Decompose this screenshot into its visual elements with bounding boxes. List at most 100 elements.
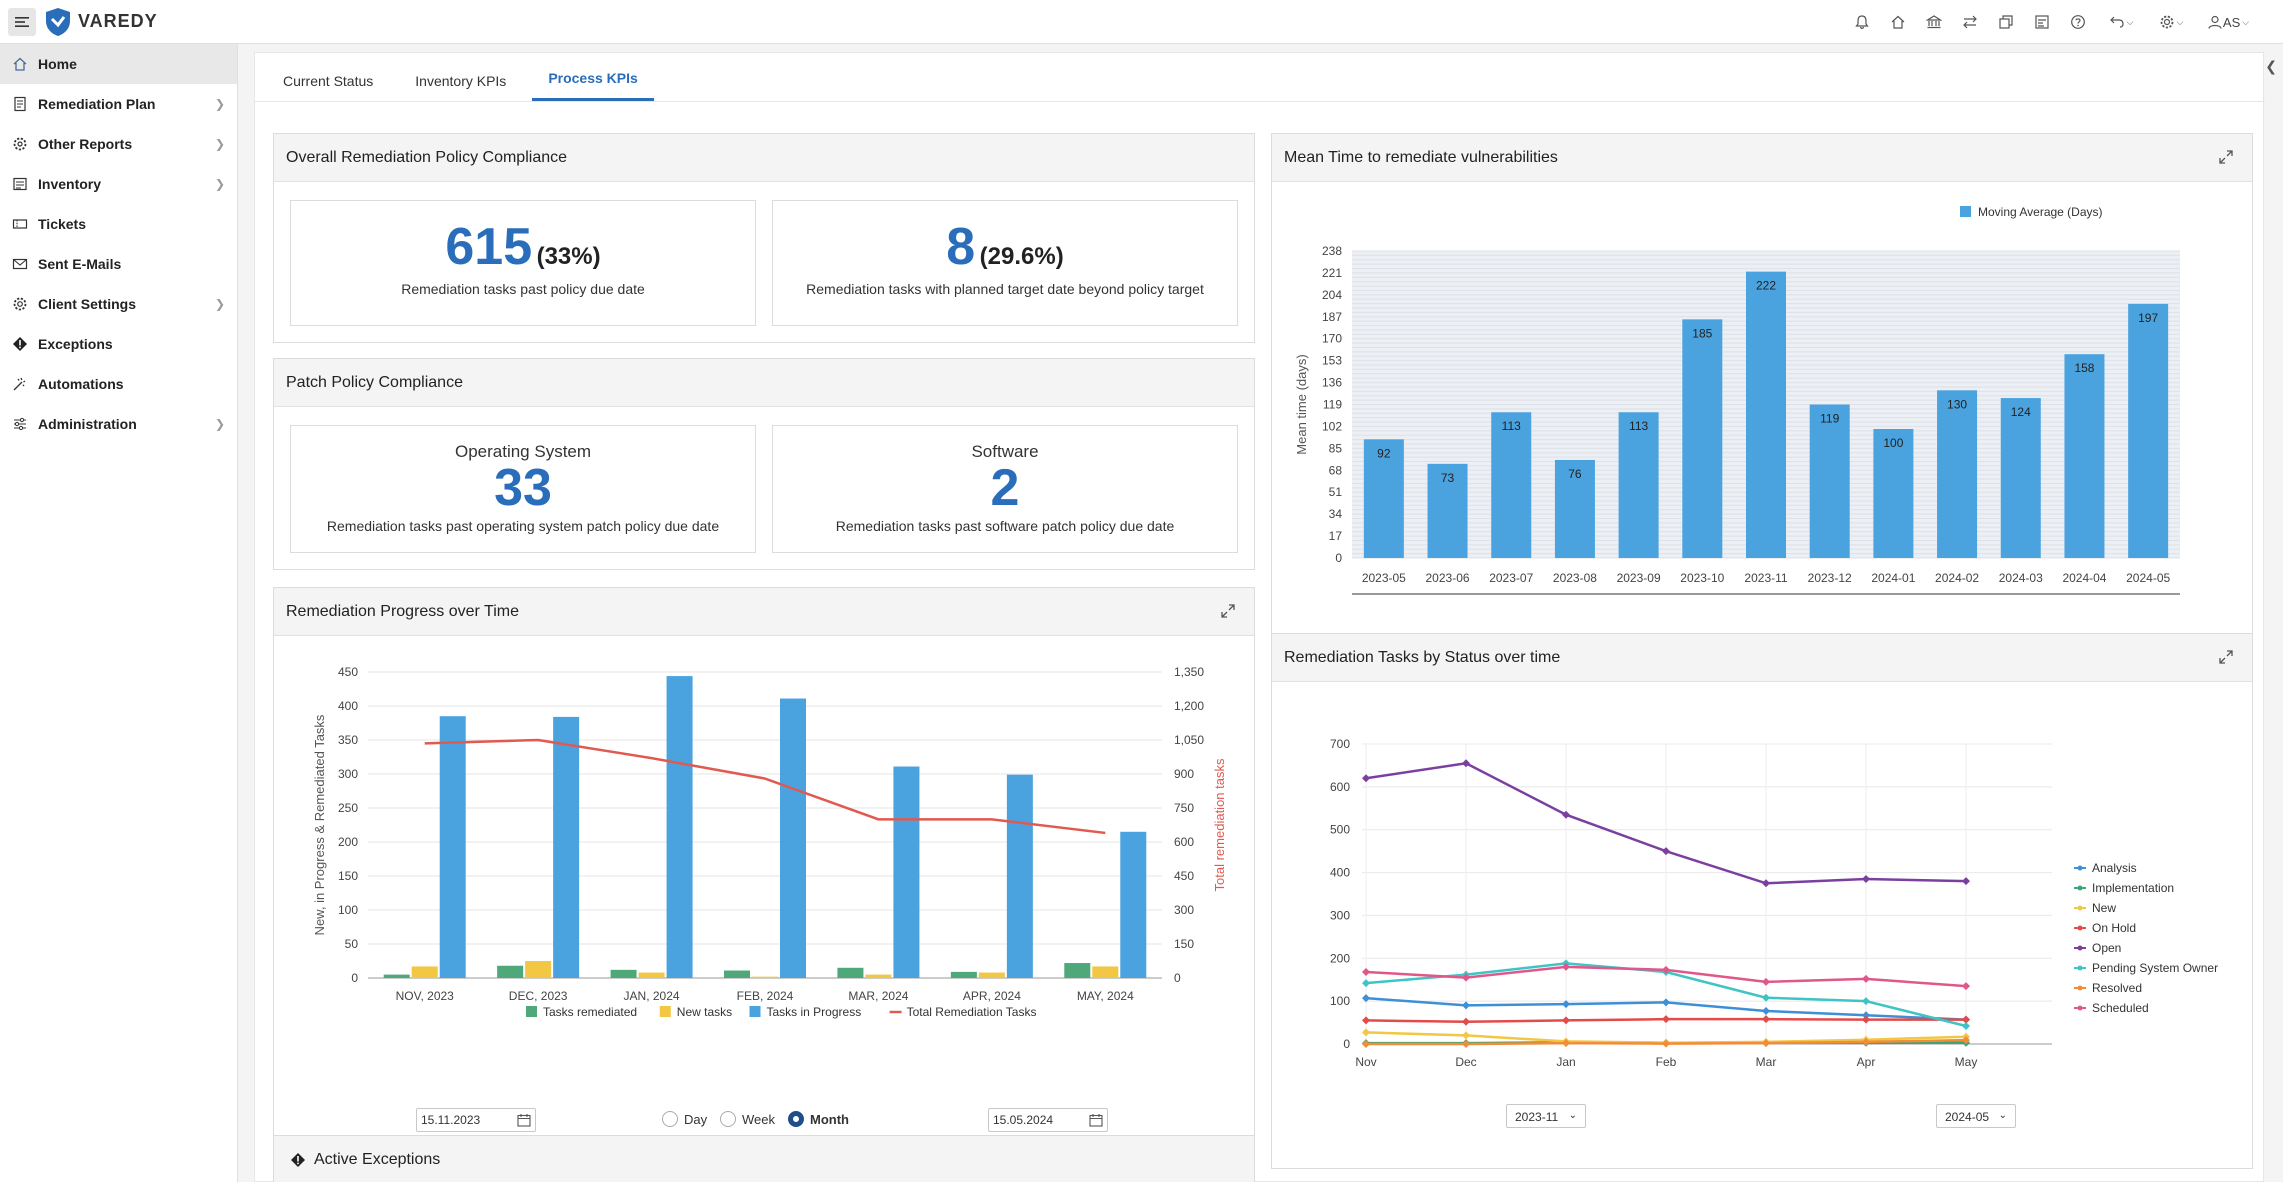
bar-new-tasks: [638, 972, 665, 978]
sidebar: Home Remediation Plan ❯ Other Reports ❯ Inven…: [0, 44, 238, 1182]
home-top-icon[interactable]: [1887, 11, 1909, 33]
legend-swatch-dot: [2077, 1005, 2083, 1011]
calendar-icon[interactable]: [1089, 1113, 1103, 1127]
radio-dot: [788, 1111, 804, 1127]
x-tick-label: 2023-11: [1744, 571, 1787, 585]
y-tick-label: 153: [1322, 354, 1342, 368]
radio-week[interactable]: Week: [720, 1111, 775, 1127]
menu-toggle-button[interactable]: [8, 7, 36, 36]
point-analysis: [1662, 998, 1670, 1007]
bar-moving-average: [1491, 412, 1532, 558]
point-pending-system-owner: [1862, 997, 1870, 1006]
bar-data-label: 119: [1820, 412, 1839, 426]
remediation-progress-panel: Remediation Progress over Time 0 0 50 150 10…: [273, 587, 1255, 1167]
help-icon[interactable]: [2067, 11, 2089, 33]
expand-icon[interactable]: [2218, 649, 2234, 665]
active-exceptions-panel: Active Exceptions: [273, 1135, 1255, 1182]
sidebar-item-inventory[interactable]: Inventory ❯: [0, 164, 237, 204]
y2-tick-label: 150: [1174, 937, 1194, 951]
report-icon[interactable]: [2031, 11, 2053, 33]
sliders-icon: [12, 416, 28, 432]
y-tick-label: 0: [351, 971, 358, 985]
brand-name: VAREDY: [78, 11, 158, 31]
radio-dot: [720, 1111, 736, 1127]
tab-inventory-kpis[interactable]: Inventory KPIs: [415, 73, 507, 89]
chevron-down-icon: ⌄: [1998, 1110, 2007, 1121]
sidebar-item-label: Sent E-Mails: [38, 256, 122, 272]
sidebar-item-label: Inventory: [38, 176, 102, 192]
x-tick-label: 2023-07: [1489, 571, 1533, 585]
legend-swatch-dot: [2077, 905, 2083, 911]
undo-menu[interactable]: ⌵: [2103, 11, 2139, 33]
bar-tasks-in-progress: [780, 698, 806, 978]
chevron-right-icon: ❯: [214, 97, 225, 111]
bar-moving-average: [1363, 439, 1404, 558]
y-tick-label: 250: [338, 801, 358, 815]
bank-icon[interactable]: [1923, 11, 1945, 33]
legend-label: Scheduled: [2092, 1001, 2149, 1015]
y-tick-label: 150: [338, 869, 358, 883]
calendar-icon[interactable]: [517, 1113, 531, 1127]
end-date-input[interactable]: 15.05.2024: [988, 1108, 1108, 1132]
settings-menu[interactable]: ⌵: [2153, 11, 2189, 33]
sidebar-item-home[interactable]: Home: [0, 44, 237, 84]
bar-data-label: 92: [1377, 446, 1391, 460]
copy-icon[interactable]: [1995, 11, 2017, 33]
sidebar-item-administration[interactable]: Administration ❯: [0, 404, 237, 444]
sidebar-item-automations[interactable]: Automations: [0, 364, 237, 404]
radio-month[interactable]: Month: [788, 1111, 849, 1127]
sidebar-item-other-reports[interactable]: Other Reports ❯: [0, 124, 237, 164]
x-tick-label: Feb: [1656, 1055, 1677, 1069]
point-open: [1762, 879, 1770, 888]
home-icon: [12, 56, 28, 72]
bar-data-label: 158: [2074, 361, 2094, 375]
sidebar-item-label: Remediation Plan: [38, 96, 156, 112]
sidebar-item-sent-e-mails[interactable]: Sent E-Mails: [0, 244, 237, 284]
from-month-select[interactable]: 2023-11 ⌄: [1506, 1104, 1586, 1128]
status-chart: 0 100 200 300 400 500 600 700 Nov Dec Jan Feb Mar Apr…: [1330, 737, 2218, 1069]
expand-icon[interactable]: [1220, 603, 1236, 619]
to-month-select[interactable]: 2024-05 ⌄: [1936, 1104, 2016, 1128]
legend-label: New: [2092, 901, 2116, 915]
bar-tasks-in-progress: [1120, 831, 1147, 978]
bar-tasks-remediated: [724, 970, 750, 978]
sidebar-item-tickets[interactable]: Tickets: [0, 204, 237, 244]
point-open: [1862, 875, 1870, 883]
collapse-panel-button[interactable]: ❮: [2265, 58, 2277, 75]
tab-divider: [255, 101, 2265, 102]
x-tick-label: 2023-09: [1617, 571, 1661, 585]
swap-icon[interactable]: [1959, 11, 1981, 33]
expand-icon[interactable]: [2218, 149, 2234, 165]
sidebar-item-exceptions[interactable]: Exceptions: [0, 324, 237, 364]
line-total-remediation-tasks: [424, 738, 1106, 835]
tab-current-status[interactable]: Current Status: [283, 73, 374, 89]
sidebar-item-client-settings[interactable]: Client Settings ❯: [0, 284, 237, 324]
tab-process-kpis[interactable]: Process KPIs: [532, 70, 654, 101]
legend-label: Open: [2092, 941, 2121, 955]
bell-icon[interactable]: [1851, 11, 1873, 33]
radio-day[interactable]: Day: [662, 1111, 707, 1127]
x-tick-label: Dec: [1455, 1055, 1476, 1069]
y2-axis-title: Total remediation tasks: [1212, 758, 1227, 891]
y-tick-label: 0: [1335, 551, 1342, 565]
panel-title: Mean Time to remediate vulnerabilities: [1284, 148, 1558, 166]
y-tick-label: 300: [338, 767, 358, 781]
user-menu[interactable]: AS ⌵: [2203, 11, 2253, 33]
legend-swatch-dot: [2077, 865, 2083, 871]
bar-moving-average: [1809, 404, 1850, 558]
start-date-input[interactable]: 15.11.2023: [416, 1108, 536, 1132]
point-resolved: [1962, 1036, 1970, 1045]
legend-label: Pending System Owner: [2092, 961, 2218, 975]
sidebar-item-label: Exceptions: [38, 336, 113, 352]
inventory-icon: [12, 176, 28, 192]
chevron-right-icon: ❯: [214, 137, 225, 151]
sidebar-item-label: Other Reports: [38, 136, 133, 152]
point-on-hold: [1762, 1015, 1770, 1024]
sidebar-item-remediation-plan[interactable]: Remediation Plan ❯: [0, 84, 237, 124]
point-resolved: [1662, 1039, 1670, 1048]
kpi-description: Remediation tasks past software patch po…: [835, 518, 1175, 534]
brand-logo[interactable]: VAREDY: [44, 7, 158, 37]
bar-moving-average: [1746, 271, 1786, 558]
x-tick-label: 2024-01: [1871, 571, 1915, 585]
bar-data-label: 124: [2011, 405, 2031, 419]
